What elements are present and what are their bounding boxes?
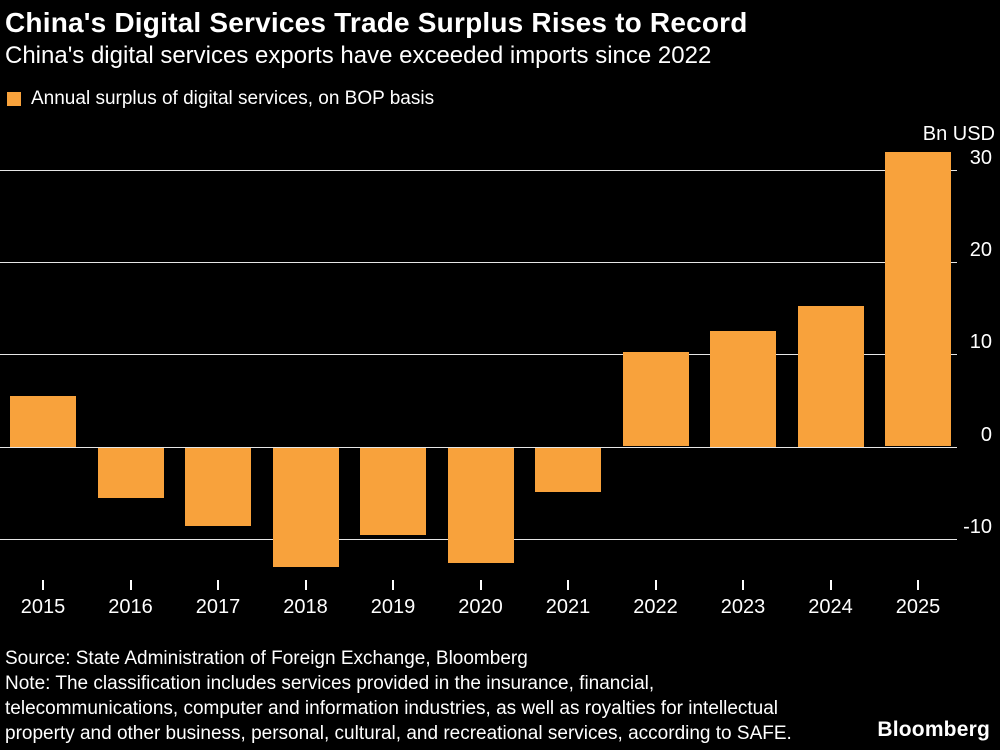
- x-tick-2025: [917, 580, 919, 590]
- x-label-2019: 2019: [370, 596, 416, 618]
- x-label-2023: 2023: [720, 596, 766, 618]
- bar-2019: [360, 447, 426, 535]
- x-label-2017: 2017: [195, 596, 241, 618]
- bar-2018: [272, 447, 339, 568]
- x-tick-2018: [304, 580, 307, 590]
- x-tick-2019: [392, 580, 394, 590]
- gridline-30: [0, 170, 957, 172]
- y-axis-unit-label: Bn USD: [922, 123, 995, 145]
- x-tick-2017: [217, 580, 219, 590]
- bar-2024: [797, 305, 864, 447]
- bar-2015: [10, 395, 76, 447]
- x-tick-2015: [42, 580, 44, 590]
- x-label-2016: 2016: [108, 596, 153, 618]
- y-tick-label-10: 10: [969, 331, 992, 354]
- x-label-2024: 2024: [808, 596, 853, 618]
- chart-plot: Bn USD 30 20 10 0 -10: [0, 123, 1000, 594]
- x-label-2021: 2021: [545, 596, 591, 618]
- gridline-10: [0, 354, 957, 356]
- x-label-2020: 2020: [458, 596, 503, 618]
- x-tick-2022: [654, 580, 657, 590]
- source-line: Source: State Administration of Foreign …: [5, 648, 528, 669]
- note-line-3: property and other business, personal, c…: [5, 723, 792, 744]
- x-tick-2016: [129, 580, 132, 590]
- chart-title: China's Digital Services Trade Surplus R…: [5, 7, 748, 38]
- bar-2023: [710, 331, 776, 447]
- bar-2016: [97, 447, 164, 499]
- bar-2025: [885, 151, 951, 447]
- note-line-1: Note: The classification includes servic…: [5, 673, 655, 694]
- x-label-2015: 2015: [20, 596, 66, 618]
- x-label-2022: 2022: [633, 596, 678, 618]
- y-tick-label-20: 20: [969, 239, 992, 262]
- x-tick-2023: [742, 580, 744, 590]
- y-tick-label-0: 0: [980, 423, 992, 446]
- note-line-2: telecommunications, computer and informa…: [5, 698, 779, 719]
- x-tick-2020: [479, 580, 482, 590]
- y-tick-label--10: -10: [963, 515, 992, 538]
- x-axis-labels: 2015 2016 2017 2018 2019 2020 2021 2022 2023 2024…: [0, 594, 1000, 622]
- bar-2022: [622, 351, 689, 447]
- chart-legend: Annual surplus of digital services, on B…: [7, 88, 1000, 110]
- x-tick-2021: [567, 580, 569, 590]
- x-label-2018: 2018: [283, 596, 328, 618]
- gridline-20: [0, 262, 957, 264]
- bar-2021: [535, 447, 601, 492]
- chart-footer: Source: State Administration of Foreign …: [5, 646, 1000, 746]
- gridline-0: [0, 446, 957, 448]
- x-tick-2024: [829, 580, 832, 590]
- bloomberg-logo: Bloomberg: [877, 718, 990, 741]
- chart-header: China's Digital Services Trade Surplus R…: [0, 0, 1000, 72]
- legend-swatch-icon: [7, 92, 21, 106]
- legend-label: Annual surplus of digital services, on B…: [31, 88, 435, 109]
- bar-2020: [447, 447, 514, 563]
- x-label-2025: 2025: [895, 596, 941, 618]
- chart-subtitle: China's digital services exports have ex…: [5, 42, 712, 69]
- bar-2017: [185, 447, 251, 526]
- y-tick-label-30: 30: [969, 147, 992, 170]
